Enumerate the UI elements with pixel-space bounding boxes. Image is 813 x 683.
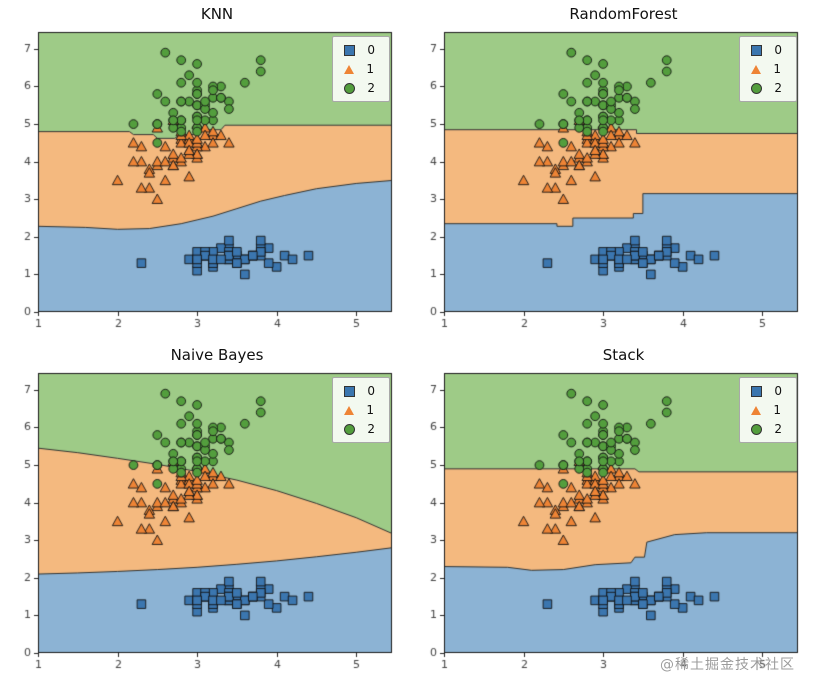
legend-item: 0 <box>344 384 375 398</box>
legend: 0 1 2 <box>332 36 390 102</box>
class2-marker-icon <box>344 423 356 435</box>
legend-label: 1 <box>773 62 781 76</box>
legend-item: 1 <box>344 62 375 76</box>
class2-marker-icon <box>344 82 356 94</box>
legend-label: 0 <box>367 43 375 57</box>
legend-item: 2 <box>751 422 782 436</box>
legend: 0 1 2 <box>739 36 797 102</box>
legend-item: 2 <box>751 81 782 95</box>
class1-marker-icon <box>751 64 762 74</box>
legend-item: 1 <box>751 403 782 417</box>
class1-marker-icon <box>344 405 355 415</box>
plot-area: 0 1 2 <box>0 26 406 338</box>
subplot-stack: Stack 0 1 2 <box>406 341 813 683</box>
class1-marker-icon <box>751 405 762 415</box>
legend-label: 2 <box>774 422 782 436</box>
plot-title: RandomForest <box>569 5 678 23</box>
legend: 0 1 2 <box>739 377 797 443</box>
legend-label: 2 <box>774 81 782 95</box>
class0-marker-icon <box>344 385 356 397</box>
class0-marker-icon <box>751 44 763 56</box>
subplot-randomforest: RandomForest 0 1 2 <box>406 0 813 341</box>
plot-title: Naive Bayes <box>170 346 264 364</box>
legend-item: 1 <box>751 62 782 76</box>
class1-marker-icon <box>344 64 355 74</box>
plot-title: KNN <box>200 5 234 23</box>
legend-label: 2 <box>367 81 375 95</box>
legend-item: 2 <box>344 422 375 436</box>
legend-item: 1 <box>344 403 375 417</box>
legend-label: 0 <box>774 43 782 57</box>
legend-label: 0 <box>367 384 375 398</box>
class2-marker-icon <box>751 82 763 94</box>
subplot-knn: KNN 0 1 2 <box>0 0 406 341</box>
class2-marker-icon <box>751 423 763 435</box>
legend: 0 1 2 <box>332 377 390 443</box>
watermark: @稀土掘金技术社区 <box>660 657 795 673</box>
legend-label: 2 <box>367 422 375 436</box>
legend-item: 0 <box>751 384 782 398</box>
class0-marker-icon <box>344 44 356 56</box>
plot-title: Stack <box>602 346 645 364</box>
legend-item: 0 <box>344 43 375 57</box>
legend-label: 1 <box>366 403 374 417</box>
legend-label: 0 <box>774 384 782 398</box>
legend-label: 1 <box>366 62 374 76</box>
subplot-naive-bayes: Naive Bayes 0 1 2 <box>0 341 406 683</box>
legend-item: 0 <box>751 43 782 57</box>
legend-label: 1 <box>773 403 781 417</box>
plot-area: 0 1 2 <box>406 26 813 338</box>
plot-area: 0 1 2 <box>406 367 813 679</box>
class0-marker-icon <box>751 385 763 397</box>
legend-item: 2 <box>344 81 375 95</box>
plot-area: 0 1 2 <box>0 367 406 679</box>
